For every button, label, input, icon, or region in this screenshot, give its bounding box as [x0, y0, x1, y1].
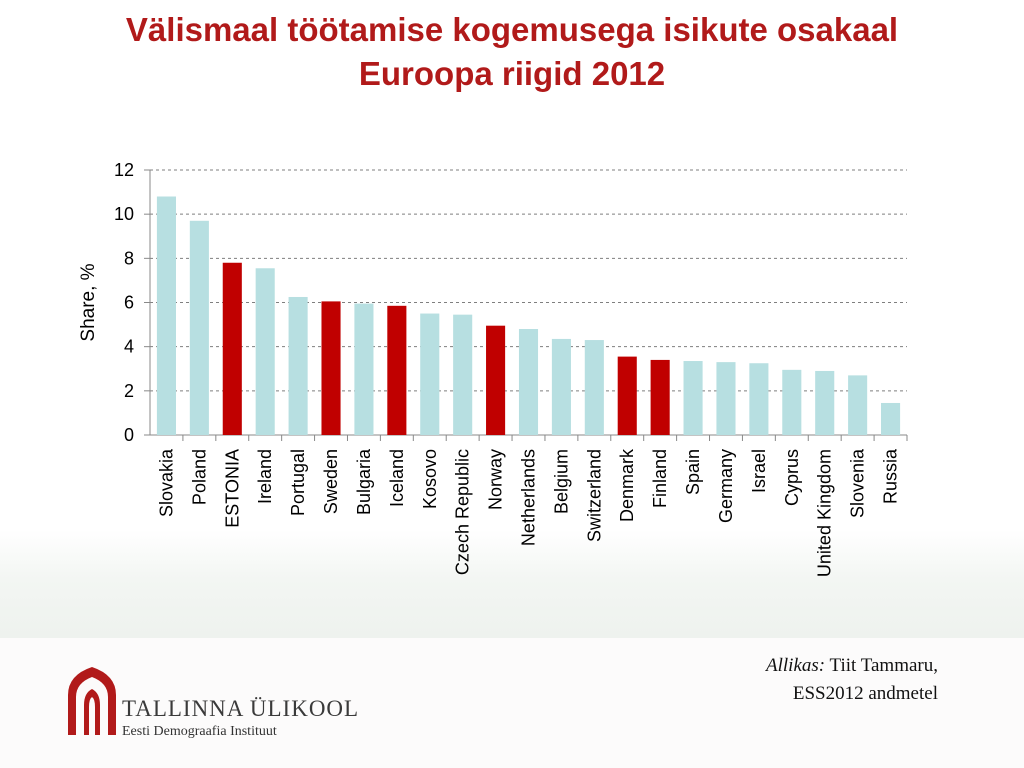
source-note: Allikas: Tiit Tammaru, ESS2012 andmetel [766, 652, 938, 708]
bar [551, 338, 571, 435]
bar [321, 301, 341, 435]
x-category-label: Czech Republic [453, 449, 473, 575]
bar [156, 196, 177, 435]
bar [387, 305, 407, 435]
y-tick-label: 8 [124, 248, 134, 268]
bar [255, 268, 275, 435]
x-category-label: Slovenia [848, 448, 868, 518]
bar [880, 402, 901, 435]
y-axis-label: Share, % [78, 263, 99, 341]
x-category-label: Switzerland [584, 449, 604, 542]
x-category-label: Netherlands [519, 449, 539, 546]
x-category-label: Israel [749, 449, 769, 493]
y-tick-label: 2 [124, 381, 134, 401]
slide-title-line1: Välismaal töötamise kogemusega isikute o… [125, 11, 899, 48]
x-category-label: Bulgaria [354, 448, 374, 515]
x-category-label: Russia [881, 448, 901, 504]
bar-chart: 0 2 4 6 8 10 12 Share, % Slovakia Poland ESTONIA Ir… [78, 160, 908, 577]
bar [683, 361, 703, 435]
x-category-label: Denmark [617, 448, 637, 522]
x-category-label: Kosovo [420, 449, 440, 509]
bar [453, 314, 473, 435]
bar [354, 303, 374, 435]
x-category-label: Slovakia [156, 448, 176, 517]
x-category-label: Sweden [321, 449, 341, 514]
footer-area [0, 638, 1024, 768]
bar [584, 340, 604, 435]
slide-title: Välismaal töötamise kogemusega isikute o… [0, 8, 1024, 96]
bar [815, 370, 835, 435]
x-category-label: Iceland [387, 449, 407, 507]
source-label: Allikas: [766, 655, 826, 676]
y-tick-label: 10 [114, 204, 134, 224]
bar [848, 375, 868, 435]
background-band [0, 530, 1024, 638]
x-category-label: Finland [650, 449, 670, 508]
tallinn-university-gate-icon [68, 667, 116, 735]
institute-name: Eesti Demograafia Instituut [122, 724, 277, 739]
bar [617, 356, 637, 435]
source-dataset: ESS2012 andmetel [792, 683, 938, 704]
x-category-label: Spain [683, 449, 703, 495]
bar [650, 359, 670, 435]
x-category-label: Norway [486, 449, 506, 510]
x-category-label: Ireland [255, 449, 275, 504]
y-tick-label: 0 [124, 425, 134, 445]
y-tick-label: 4 [124, 337, 134, 357]
x-category-label: Portugal [288, 449, 308, 516]
x-category-label: United Kingdom [815, 449, 835, 577]
x-category-label: Belgium [551, 449, 571, 514]
bar [288, 296, 308, 435]
bar [518, 329, 539, 435]
bar [782, 369, 802, 435]
slide-title-line2: Euroopa riigid 2012 [358, 55, 666, 92]
y-tick-label: 12 [114, 160, 134, 180]
bar [486, 325, 506, 435]
bar [716, 362, 736, 435]
bar [749, 363, 769, 435]
source-author: Tiit Tammaru, [829, 655, 938, 676]
x-category-label: Poland [189, 449, 209, 505]
y-tick-label: 6 [124, 293, 134, 313]
bar [189, 220, 209, 435]
bar [420, 313, 440, 435]
university-name: TALLINNA ÜLIKOOL [122, 696, 360, 721]
x-category-label: Germany [716, 449, 736, 523]
bar [222, 262, 242, 435]
x-category-label: Cyprus [782, 449, 802, 506]
x-category-label: ESTONIA [222, 449, 242, 528]
